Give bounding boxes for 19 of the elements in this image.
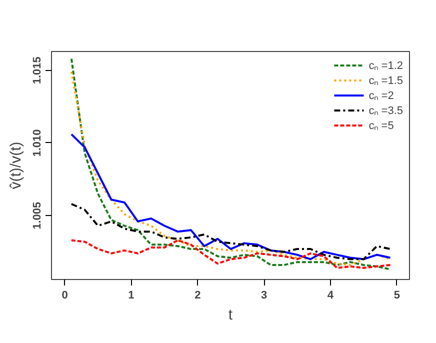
legend-label: cₙ =5 [368,119,394,132]
x-tick-label: 3 [260,290,268,302]
line-series [70,133,392,260]
x-tick-label: 2 [194,290,201,302]
x-axis-title: t [228,306,234,324]
y-tick-label: 1.015 [32,56,44,84]
y-tick-label: 1.005 [32,202,44,230]
x-tick-label: 4 [327,290,334,302]
line-series [70,202,392,260]
legend-label: cₙ =1.5 [368,74,403,87]
legend-label: cₙ =2 [368,89,394,102]
y-axis-title: v̂(t)/v(t) [8,142,24,190]
x-tick-label: 0 [62,290,68,302]
legend-label: cₙ =1.2 [368,59,403,72]
x-tick-label: 1 [128,290,134,302]
y-tick-label: 1.010 [32,129,44,157]
line-series [70,239,392,269]
x-tick-label: 5 [394,290,400,302]
legend-label: cₙ =3.5 [368,104,403,117]
